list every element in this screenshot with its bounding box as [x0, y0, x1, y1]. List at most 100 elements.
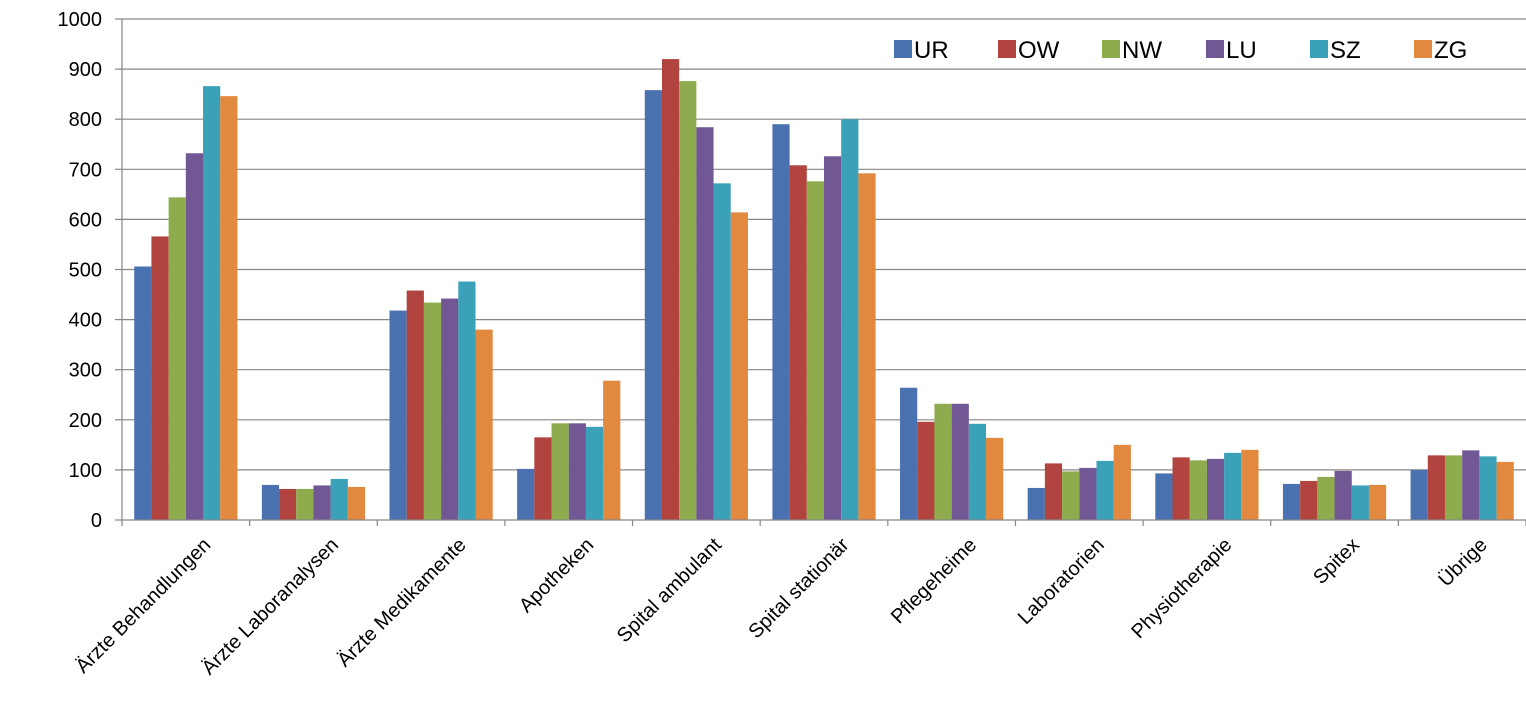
bar-zg-7 — [1113, 444, 1131, 520]
y-tick-label: 700 — [69, 159, 102, 181]
bar-nw-6 — [934, 403, 952, 520]
y-tick-label: 600 — [69, 209, 102, 231]
y-tick-label: 400 — [69, 310, 102, 332]
legend-label-nw: NW — [1122, 37, 1162, 64]
y-tick-label: 300 — [69, 360, 102, 382]
x-category-label: Physiotherapie — [1127, 534, 1236, 643]
y-tick-label: 0 — [91, 510, 102, 532]
bar-lu-7 — [1079, 467, 1097, 520]
bar-ow-1 — [279, 488, 297, 520]
bar-ow-0 — [151, 236, 169, 520]
bar-lu-3 — [568, 423, 586, 520]
legend-swatch-ow — [998, 40, 1016, 58]
bar-ow-2 — [406, 290, 424, 520]
bar-ow-7 — [1044, 463, 1063, 520]
bar-zg-5 — [858, 173, 876, 520]
legend-label-ur: UR — [914, 37, 949, 64]
y-tick-label: 200 — [69, 410, 102, 432]
bar-zg-4 — [730, 212, 748, 520]
legend-swatch-sz — [1310, 40, 1328, 58]
bar-sz-9 — [1351, 485, 1369, 520]
bar-lu-10 — [1462, 450, 1480, 520]
x-category-label: Ärzte Behandlungen — [72, 534, 216, 678]
bar-sz-10 — [1479, 456, 1497, 520]
bar-sz-7 — [1096, 460, 1114, 520]
y-tick-label: 900 — [69, 59, 102, 81]
bar-sz-0 — [203, 86, 221, 520]
bar-nw-2 — [423, 302, 442, 520]
bar-lu-8 — [1206, 458, 1225, 520]
bar-ow-6 — [917, 421, 935, 520]
bar-sz-2 — [458, 281, 476, 520]
bar-group — [134, 59, 1514, 521]
bar-ur-3 — [517, 468, 535, 520]
x-category-label: Ärzte Medikamente — [333, 534, 470, 671]
y-tick-label: 800 — [69, 109, 102, 131]
bar-zg-6 — [986, 437, 1004, 520]
x-category-label: Pflegeheime — [887, 534, 981, 628]
legend-swatch-zg — [1414, 40, 1432, 58]
bar-zg-1 — [347, 486, 366, 520]
bar-sz-8 — [1224, 452, 1242, 520]
bar-ow-3 — [534, 437, 552, 520]
bar-lu-0 — [185, 153, 204, 520]
y-tick-label: 500 — [69, 260, 102, 282]
bar-lu-4 — [696, 127, 714, 520]
legend-label-sz: SZ — [1330, 37, 1361, 64]
axes — [115, 18, 1526, 526]
bar-ow-5 — [789, 165, 807, 521]
legend-label-ow: OW — [1018, 37, 1060, 64]
x-category-label: Laboratorien — [1014, 534, 1109, 629]
bar-zg-8 — [1241, 449, 1259, 520]
bar-sz-6 — [968, 423, 987, 520]
bar-ur-10 — [1410, 469, 1428, 520]
bar-ur-1 — [261, 484, 280, 520]
bar-ur-6 — [900, 387, 918, 520]
bar-zg-3 — [603, 380, 621, 520]
y-axis-tick-labels: 0 100 200 300 400 500 600 700 800 900 1000 — [58, 9, 103, 532]
bar-nw-1 — [296, 488, 314, 520]
bar-sz-4 — [713, 183, 731, 520]
bar-nw-10 — [1444, 455, 1463, 520]
bar-zg-2 — [475, 329, 493, 520]
x-category-label: Ärzte Laboranalysen — [198, 534, 343, 679]
legend: UR OW NW LU SZ ZG — [894, 37, 1467, 64]
bar-ur-8 — [1155, 473, 1173, 520]
x-category-label: Spitex — [1309, 534, 1364, 589]
x-category-label: Übrige — [1435, 534, 1492, 591]
x-category-label: Apotheken — [515, 534, 598, 617]
bar-lu-5 — [824, 156, 842, 520]
bar-ur-0 — [134, 266, 152, 520]
bar-nw-9 — [1317, 476, 1335, 520]
bar-lu-1 — [313, 485, 331, 520]
legend-label-lu: LU — [1226, 37, 1257, 64]
bar-ow-10 — [1427, 455, 1445, 520]
bar-nw-0 — [168, 197, 186, 521]
bar-nw-4 — [679, 81, 697, 521]
bar-ow-8 — [1172, 457, 1190, 521]
bar-nw-7 — [1062, 471, 1080, 520]
legend-swatch-ur — [894, 40, 912, 58]
bar-sz-1 — [330, 478, 348, 520]
bar-ur-5 — [772, 124, 790, 521]
bar-nw-3 — [551, 423, 569, 520]
x-category-label: Spital stationär — [744, 534, 853, 643]
bar-nw-5 — [806, 181, 824, 520]
legend-swatch-nw — [1102, 40, 1120, 58]
y-tick-label: 1000 — [58, 9, 103, 31]
bar-ow-4 — [661, 59, 680, 520]
bar-ur-4 — [644, 90, 662, 520]
bar-ur-2 — [389, 310, 407, 520]
legend-swatch-lu — [1206, 40, 1224, 58]
bar-lu-6 — [951, 403, 969, 520]
bar-lu-9 — [1334, 470, 1352, 520]
bar-sz-3 — [585, 426, 604, 520]
bar-ur-7 — [1027, 487, 1045, 520]
bar-lu-2 — [441, 298, 459, 520]
bar-ow-9 — [1300, 480, 1318, 520]
bar-ur-9 — [1282, 483, 1301, 520]
bar-zg-9 — [1368, 484, 1387, 520]
